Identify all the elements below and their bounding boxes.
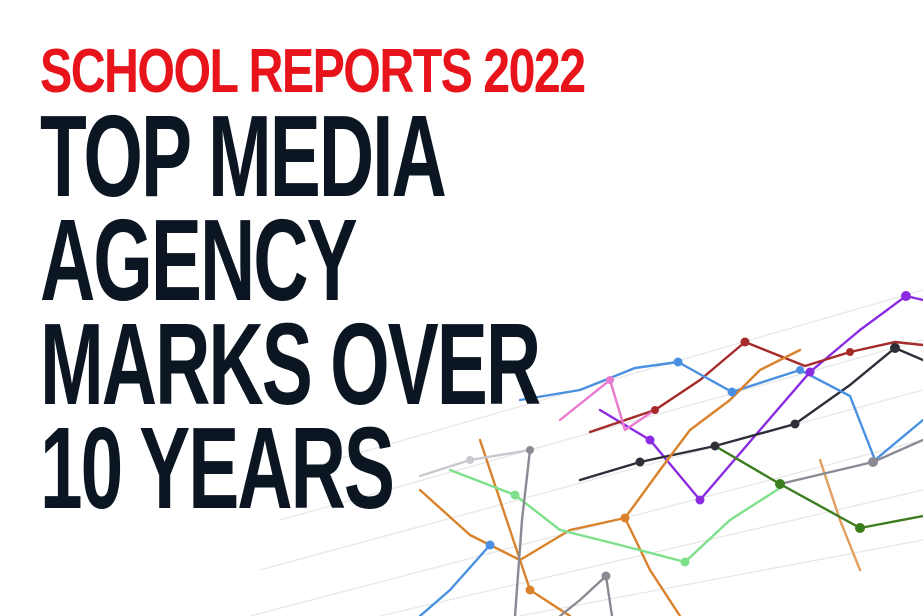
series-markers: [466, 291, 911, 595]
headline-line-4: 10 YEARS: [40, 403, 395, 533]
marker: [510, 490, 520, 500]
marker: [651, 406, 659, 414]
marker: [635, 457, 645, 467]
marker: [805, 367, 815, 377]
marker: [710, 441, 720, 451]
headline-line-3: MARKS OVER: [40, 299, 541, 429]
marker: [855, 523, 865, 533]
series-line-gray-2: [558, 574, 614, 616]
series-line-orange: [418, 348, 802, 562]
marker: [466, 456, 474, 464]
marker: [727, 387, 737, 397]
series-line-orange-3: [623, 516, 682, 616]
marker: [680, 557, 690, 567]
series-line-maroon: [588, 340, 923, 434]
marker: [526, 446, 534, 454]
series-line-orange-4: [818, 458, 862, 572]
series-line-purple: [598, 294, 923, 502]
marker: [606, 376, 614, 384]
marker: [790, 419, 800, 429]
marker: [890, 343, 900, 353]
headline-line-2: AGENCY: [40, 195, 358, 325]
headline-block: SCHOOL REPORTS 2022 TOP MEDIA AGENCY MAR…: [40, 37, 600, 533]
headline-line-1: TOP MEDIA: [40, 91, 447, 221]
marker: [620, 513, 630, 523]
series-line-gray-3: [778, 438, 923, 486]
series-lines: [418, 294, 923, 616]
series-line-green: [713, 444, 923, 530]
marker: [740, 337, 750, 347]
series-line-gray: [513, 448, 532, 616]
marker: [601, 571, 611, 581]
marker: [775, 479, 785, 489]
marker: [695, 495, 705, 505]
marker: [796, 366, 804, 374]
marker: [846, 348, 854, 356]
marker: [645, 435, 655, 445]
series-line-pink: [558, 378, 657, 432]
series-line-orange-2: [478, 438, 572, 616]
marker: [485, 540, 495, 550]
marker: [673, 357, 683, 367]
marker: [525, 585, 535, 595]
kicker-text: SCHOOL REPORTS 2022: [40, 37, 586, 106]
marker: [901, 291, 911, 301]
marker: [868, 457, 878, 467]
series-line-blue-2: [418, 543, 492, 616]
